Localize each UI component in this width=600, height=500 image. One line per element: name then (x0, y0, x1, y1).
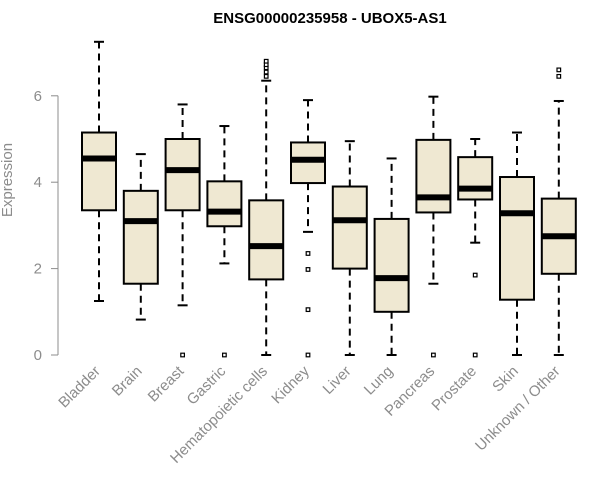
x-category-label: Skin (489, 363, 522, 396)
box-liver (331, 140, 368, 356)
iqr-box (164, 138, 201, 212)
outlier-point (263, 58, 269, 64)
outlier-point (180, 352, 186, 358)
box-skin (499, 131, 535, 356)
box-gastric (206, 125, 243, 358)
x-category-label: Prostate (428, 363, 480, 415)
box-lung (373, 157, 410, 356)
iqr-box (248, 199, 285, 281)
outlier-point (472, 272, 478, 278)
box-unknown-other (540, 67, 577, 356)
x-category-label: Lung (361, 363, 397, 399)
iqr-box (206, 180, 243, 228)
outlier-point (305, 251, 311, 256)
x-category-label: Brain (109, 363, 146, 400)
outlier-point (431, 352, 436, 358)
x-category-label: Breast (145, 362, 188, 405)
x-category-label: Bladder (55, 363, 104, 412)
box-pancreas (415, 95, 452, 358)
iqr-box (415, 138, 452, 214)
y-tick-label: 2 (34, 261, 42, 278)
outlier-point (472, 352, 478, 358)
x-category-label: Kidney (268, 362, 313, 407)
chart-title: ENSG00000235958 - UBOX5-AS1 (213, 10, 446, 27)
x-category-label: Liver (320, 363, 355, 398)
box-prostate (457, 138, 494, 358)
box-breast (164, 103, 201, 358)
outlier-point (556, 73, 562, 79)
iqr-box (499, 176, 535, 301)
y-tick-label: 0 (34, 347, 42, 364)
iqr-box (331, 185, 368, 270)
y-tick-label: 6 (34, 88, 42, 105)
outlier-point (263, 69, 269, 75)
outlier-point (222, 352, 227, 358)
iqr-box (457, 156, 494, 201)
box-brain (122, 153, 159, 321)
outlier-point (263, 73, 269, 79)
outlier-point (556, 67, 562, 73)
outlier-point (305, 352, 311, 358)
outlier-point (305, 307, 311, 313)
iqr-box (122, 189, 159, 285)
y-tick-label: 4 (34, 174, 42, 191)
outlier-point (305, 267, 311, 272)
box-bladder (81, 40, 117, 302)
y-axis-title: Expression (0, 143, 16, 217)
box-hematopoietic-cells (248, 58, 285, 356)
iqr-box (290, 141, 326, 185)
box-kidney (290, 99, 326, 358)
iqr-box (373, 217, 410, 313)
y-axis: 0 2 4 6 (34, 88, 59, 364)
boxes-group (81, 40, 577, 358)
iqr-box (81, 131, 117, 212)
